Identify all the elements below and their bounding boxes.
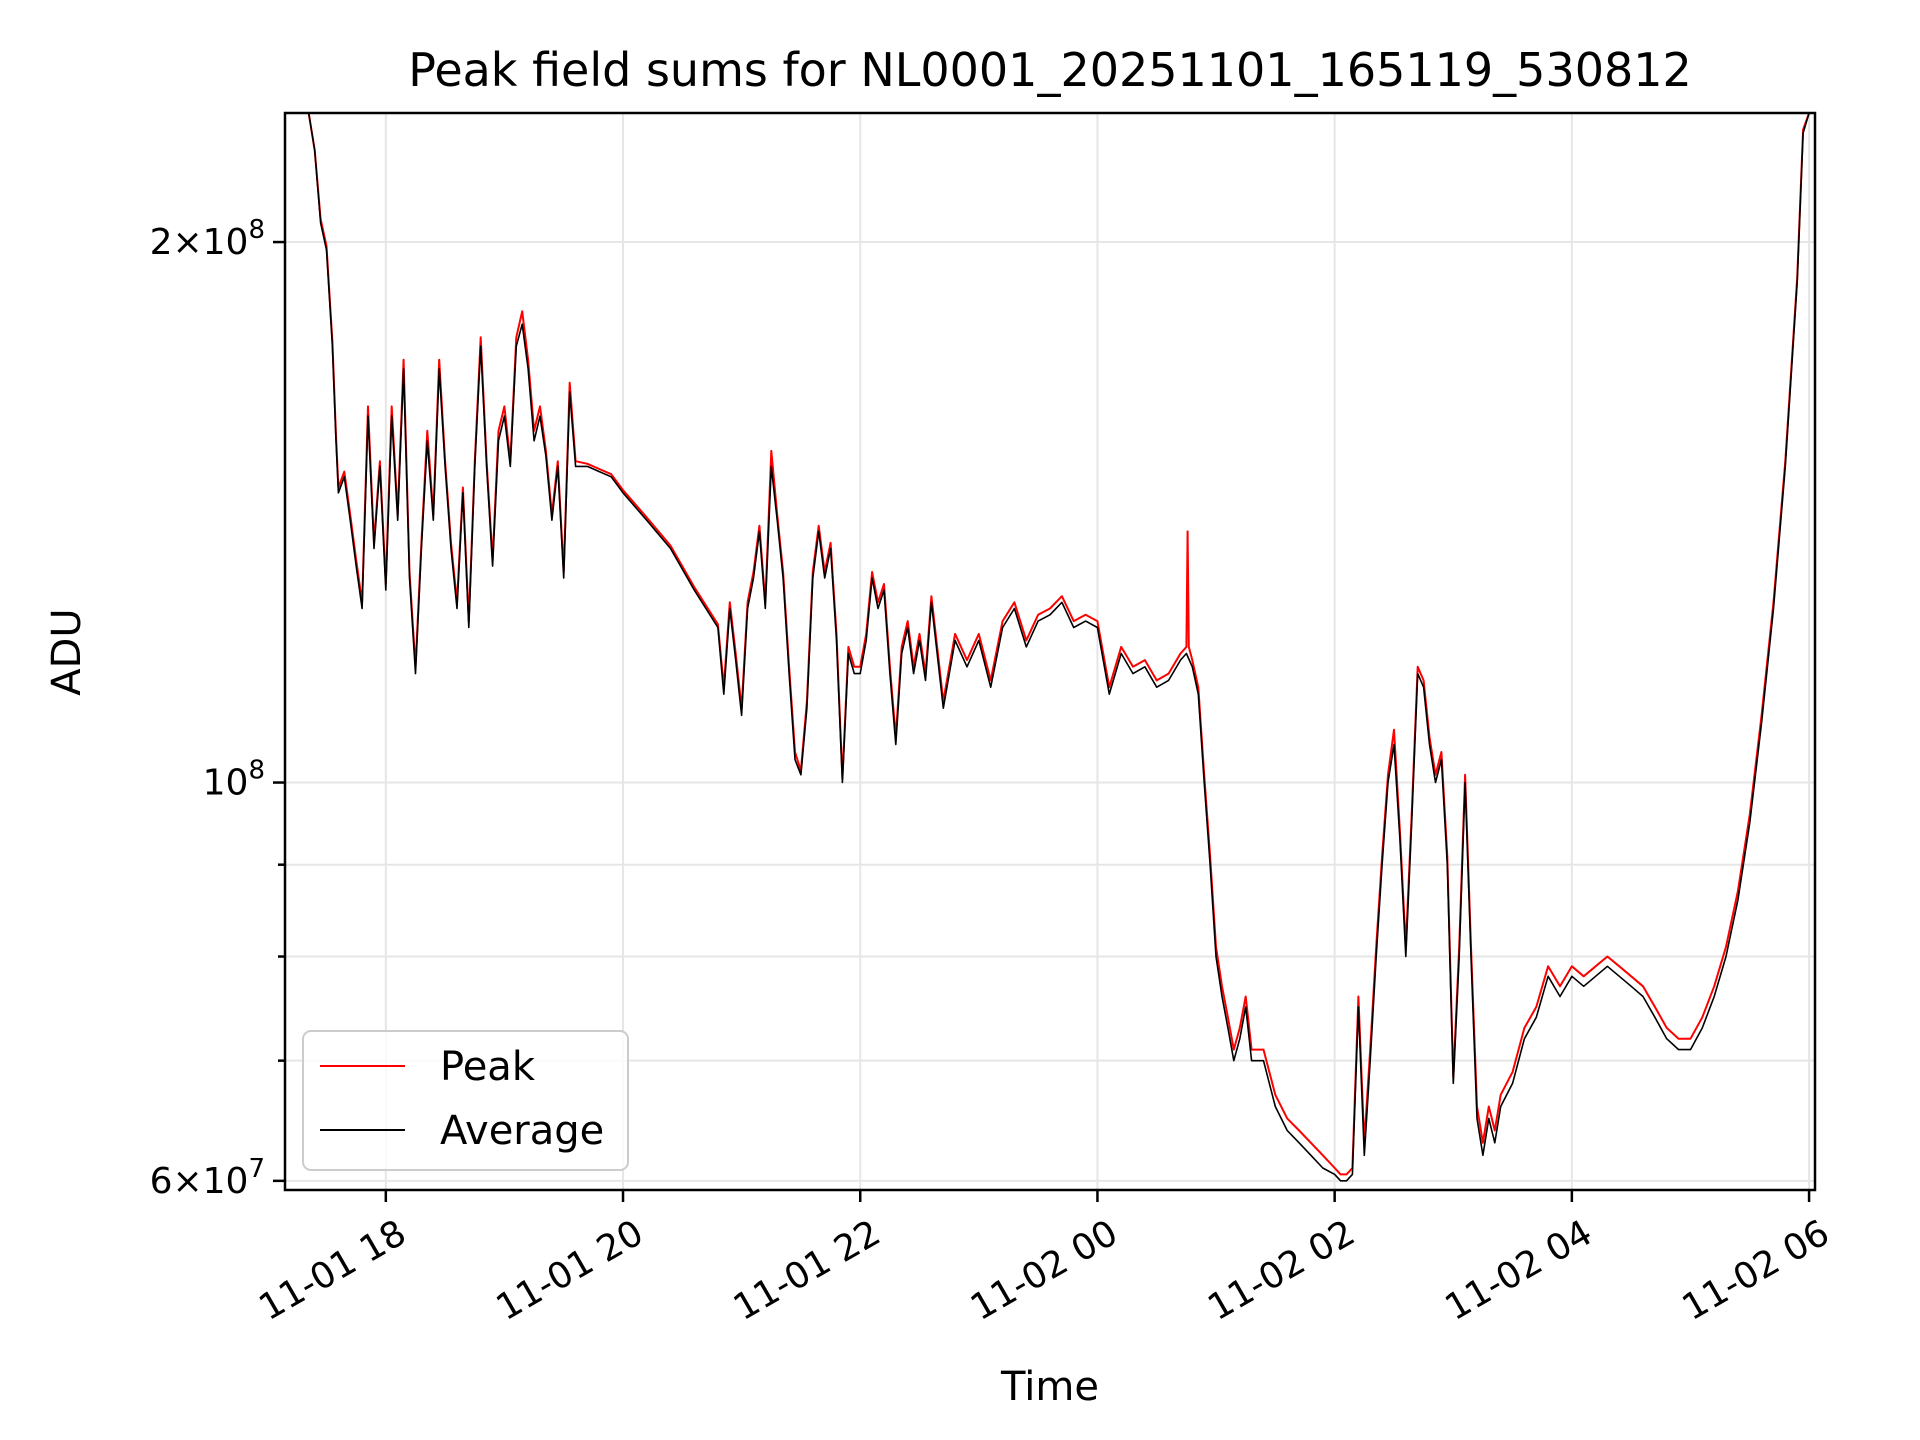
legend-peak-label: Peak <box>440 1044 536 1090</box>
legend-average-label: Average <box>440 1108 604 1154</box>
y-tick-label: 108 <box>203 756 265 804</box>
plot-frame <box>283 111 1817 1192</box>
y-axis-label: ADU <box>44 608 90 695</box>
series-line-average <box>285 112 1815 1182</box>
x-axis-label: Time <box>1000 1364 1099 1410</box>
y-tick-label: 6×107 <box>150 1154 265 1202</box>
legend: Peak Average <box>302 1030 629 1171</box>
series-lines <box>285 112 1815 1182</box>
chart-title: Peak field sums for NL0001_20251101_1651… <box>408 43 1692 97</box>
y-axis: 6×107 108 2×108 <box>150 215 285 1202</box>
y-tick-label: 2×108 <box>150 215 265 263</box>
